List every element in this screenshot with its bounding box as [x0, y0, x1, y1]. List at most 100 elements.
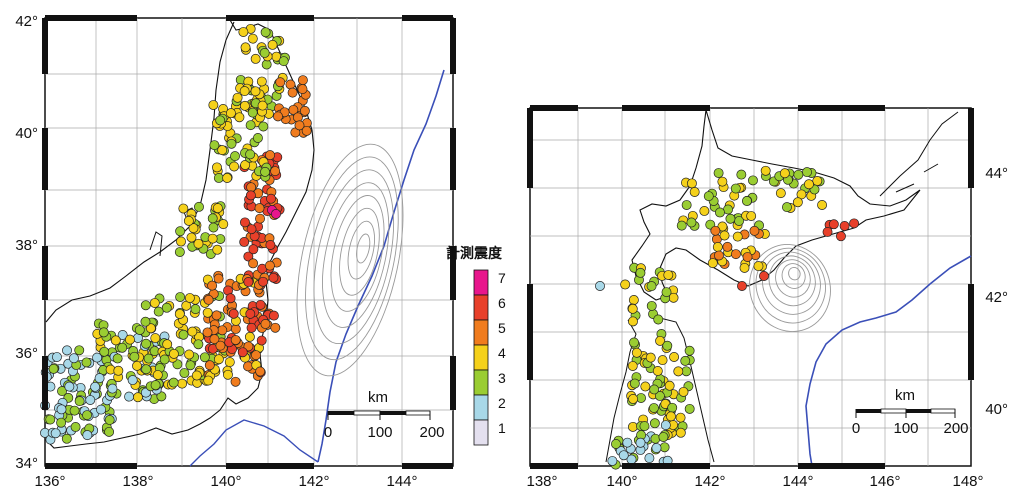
station-marker — [132, 392, 143, 403]
station-marker — [143, 353, 154, 364]
station-marker — [273, 111, 283, 122]
station-marker — [92, 352, 103, 363]
station-marker — [703, 191, 714, 202]
contour-line — [788, 266, 801, 281]
legend-label: 2 — [498, 395, 506, 411]
station-marker — [211, 310, 222, 321]
station-marker — [266, 193, 276, 204]
station-marker — [260, 166, 270, 177]
tick-label: 140° — [210, 473, 241, 490]
tick-label: 142° — [298, 473, 329, 490]
hokkaido-coastline — [631, 109, 921, 301]
station-marker — [252, 133, 263, 143]
station-marker — [650, 433, 661, 444]
station-marker — [673, 366, 684, 377]
station-marker — [717, 176, 728, 187]
station-marker — [207, 280, 218, 291]
station-marker — [635, 267, 646, 278]
tick-label: 42° — [985, 289, 1008, 306]
station-marker — [107, 383, 118, 394]
station-marker — [294, 120, 305, 131]
frame-bar — [798, 463, 885, 469]
station-marker — [628, 316, 638, 327]
station-marker — [218, 219, 229, 230]
station-marker — [753, 261, 764, 272]
station-marker — [595, 281, 605, 291]
station-marker — [223, 369, 233, 380]
station-marker — [817, 200, 828, 210]
station-marker — [230, 335, 241, 345]
legend-swatch — [473, 319, 489, 346]
station-marker — [686, 217, 697, 228]
station-marker — [62, 345, 72, 356]
station-marker — [179, 368, 190, 378]
station-marker — [748, 175, 758, 186]
tick-label: 138° — [122, 473, 153, 490]
station-marker — [225, 293, 236, 304]
station-marker — [782, 202, 792, 213]
station-marker — [628, 295, 639, 305]
station-marker — [74, 396, 85, 407]
station-marker — [172, 359, 183, 370]
station-marker — [212, 203, 223, 214]
scale-label-0: 0 — [852, 420, 860, 437]
station-marker — [275, 77, 286, 88]
station-marker — [246, 224, 257, 235]
contour-line — [305, 156, 399, 361]
station-marker — [132, 360, 142, 371]
station-marker — [159, 354, 170, 365]
tick-label: 42° — [15, 13, 38, 30]
station-marker — [714, 207, 725, 218]
noto-peninsula — [149, 231, 163, 257]
station-marker — [175, 226, 186, 237]
station-marker — [646, 300, 657, 311]
station-marker — [64, 381, 75, 392]
station-marker — [98, 327, 109, 338]
frame-bar — [527, 108, 533, 188]
station-marker — [185, 360, 196, 371]
scale-label-200: 200 — [943, 420, 968, 437]
station-marker — [287, 87, 298, 98]
contour-line — [296, 143, 404, 377]
station-marker — [48, 363, 59, 374]
station-marker — [255, 299, 266, 310]
station-marker — [239, 86, 250, 97]
station-marker — [712, 242, 723, 252]
frame-bar — [402, 15, 453, 21]
frame-bar — [45, 463, 137, 469]
frame-bar — [622, 105, 710, 111]
frame-bar — [530, 463, 578, 469]
station-marker — [188, 223, 199, 234]
station-marker — [250, 53, 261, 64]
station-marker — [240, 42, 251, 53]
tick-label: 148° — [952, 473, 983, 490]
station-marker — [203, 375, 214, 386]
station-marker — [676, 220, 687, 231]
station-marker — [213, 354, 224, 365]
station-marker — [74, 345, 85, 356]
axis-tick-labels: 138° 140° 142° 144° 146° 148° 40° 42° 44° — [526, 165, 1008, 490]
station-marker — [746, 211, 757, 221]
station-marker — [239, 236, 250, 247]
legend-swatch — [473, 294, 489, 321]
station-marker — [245, 308, 256, 319]
station-marker — [202, 327, 213, 338]
station-marker — [812, 176, 823, 186]
station-marker — [257, 100, 268, 111]
station-marker — [230, 151, 240, 162]
station-marker — [792, 197, 803, 208]
station-marker — [662, 340, 673, 351]
station-marker — [184, 293, 195, 303]
slip-contours — [296, 143, 404, 377]
legend-swatch — [473, 419, 489, 446]
contour-line — [755, 247, 826, 324]
station-marker — [81, 357, 92, 368]
frame-bar — [42, 18, 48, 74]
station-marker — [722, 241, 733, 252]
station-marker — [237, 347, 248, 358]
frame-bar — [798, 105, 885, 111]
station-marker — [153, 306, 164, 317]
station-marker — [713, 250, 724, 261]
station-marker — [161, 302, 172, 313]
station-marker — [742, 252, 753, 262]
